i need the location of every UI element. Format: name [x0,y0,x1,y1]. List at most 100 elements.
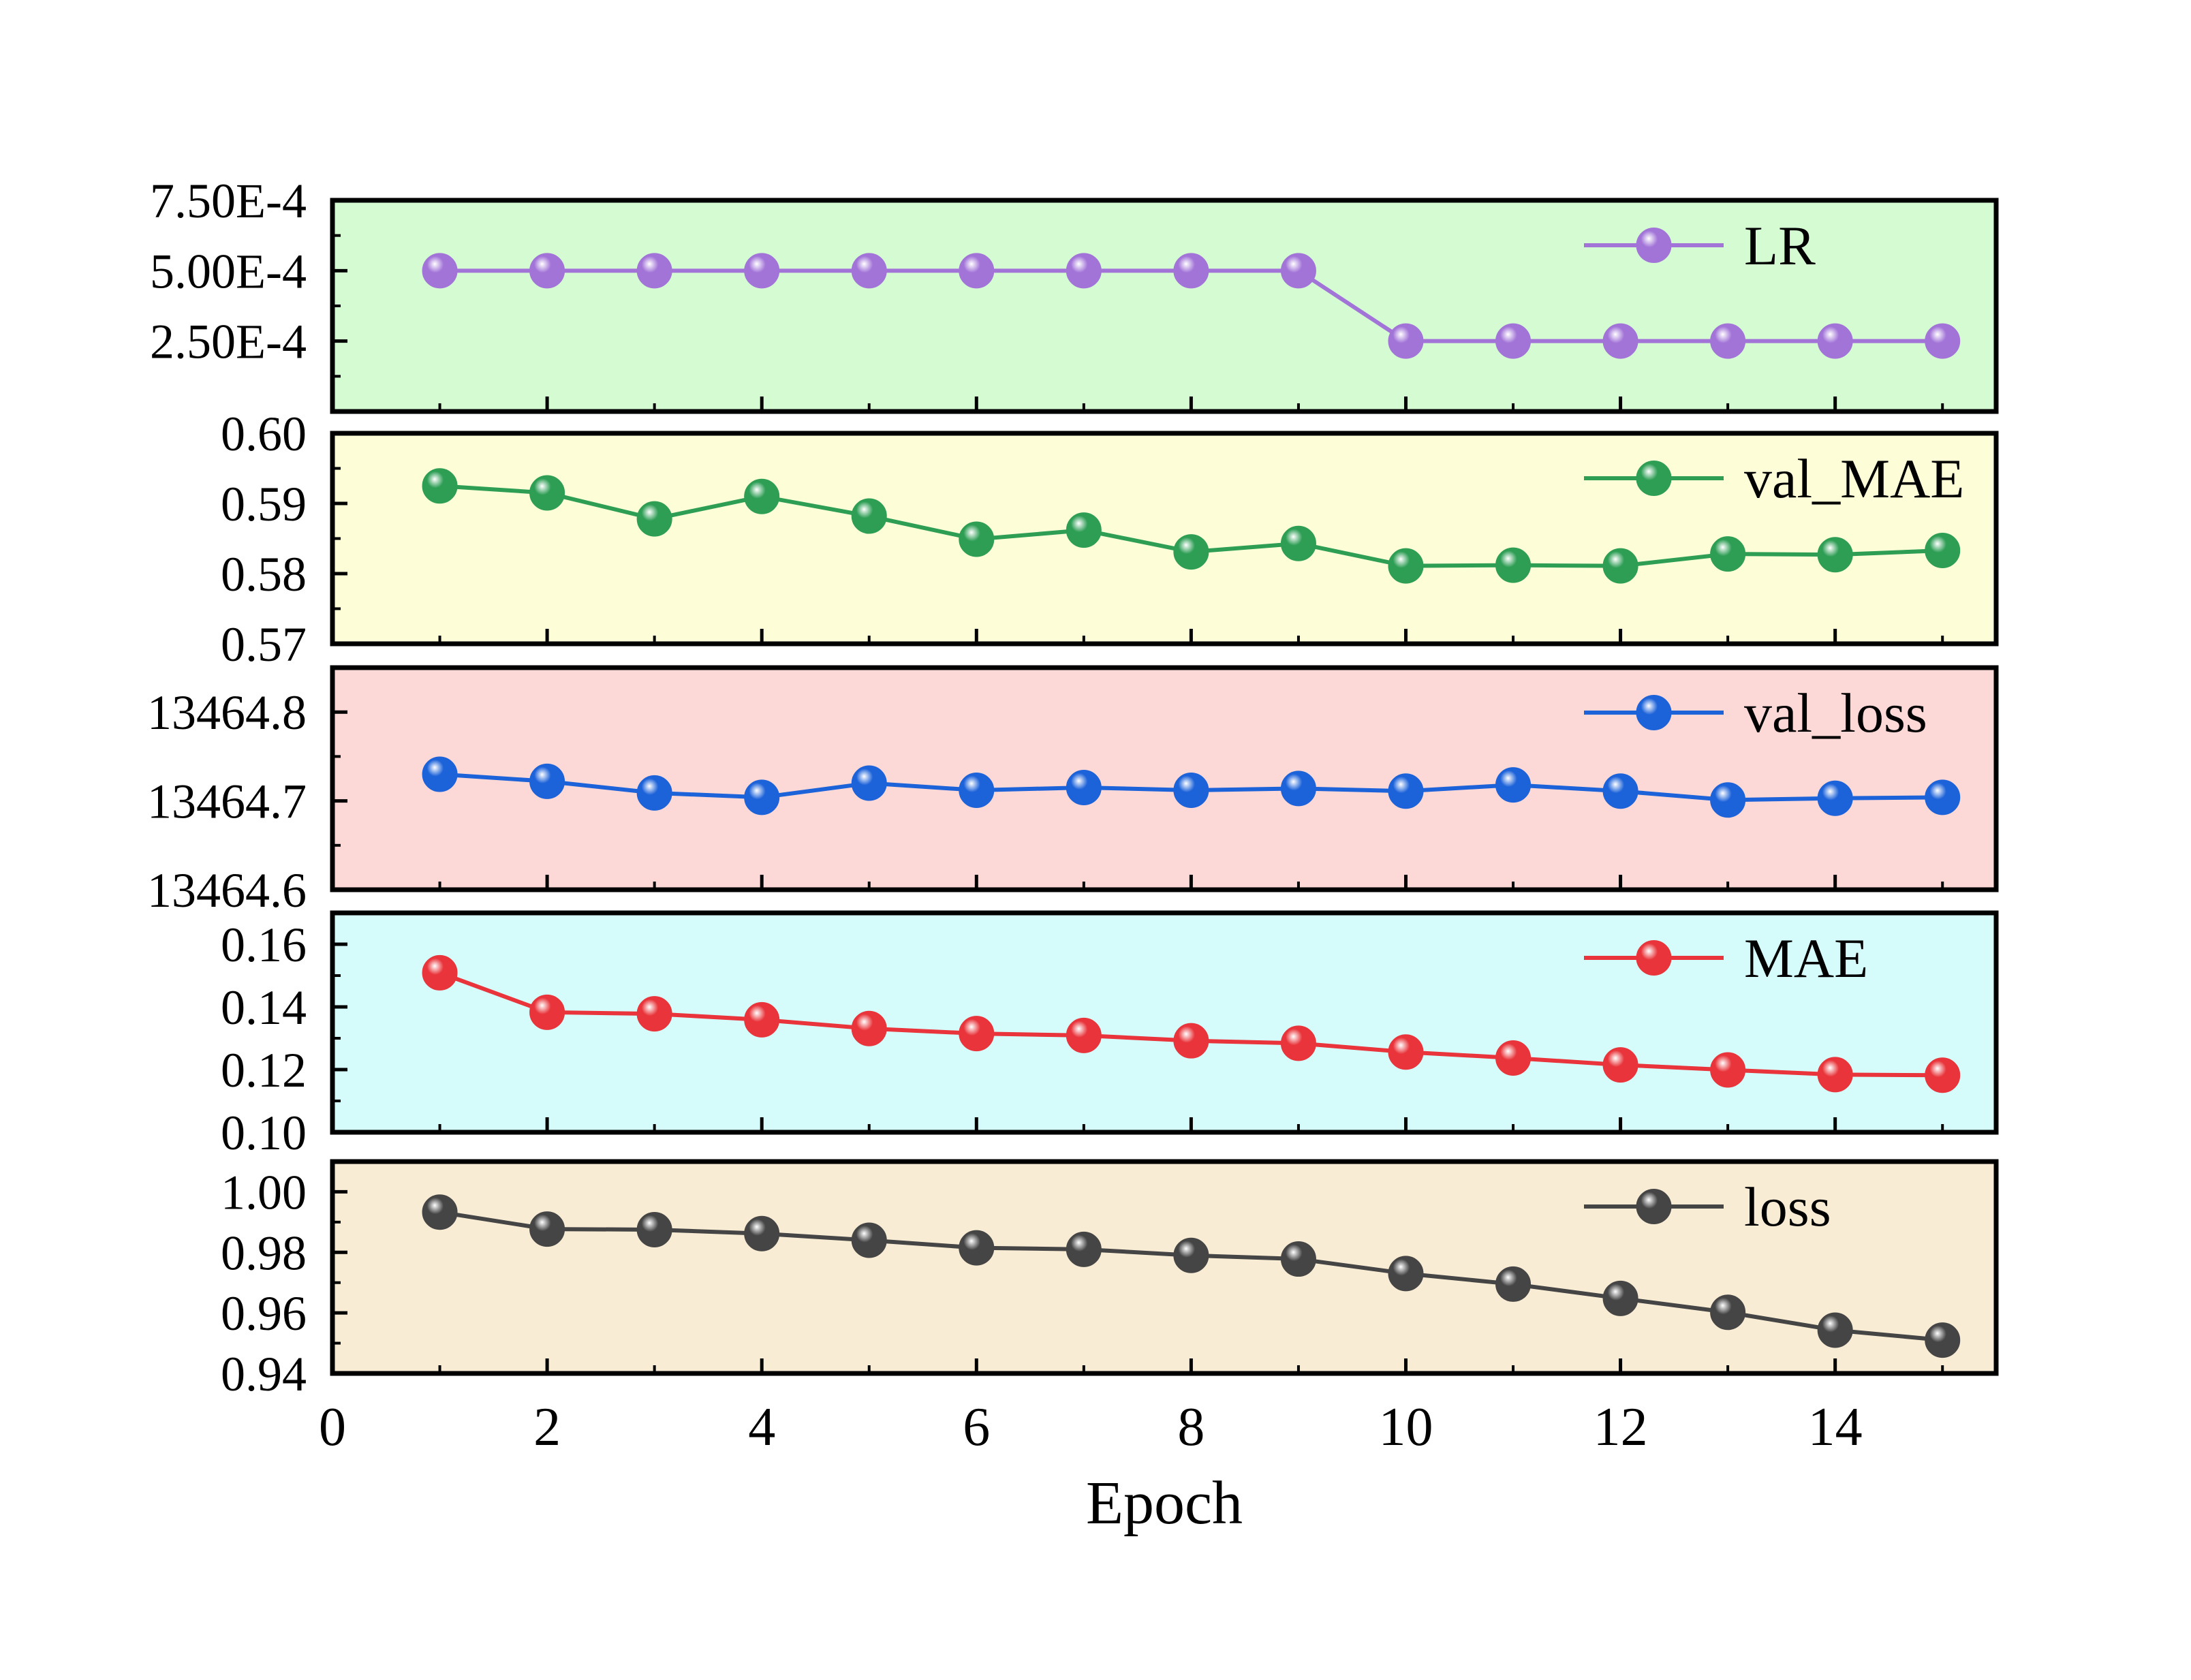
data-point-lr [422,253,458,289]
data-point-loss [744,1215,780,1251]
data-point-val-mae [851,498,887,534]
y-tick-label-loss: 0.94 [221,1347,307,1401]
y-tick-label-mae: 0.14 [221,980,307,1035]
panel-background-loss [332,1162,1996,1373]
y-tick-label-lr: 2.50E-4 [150,315,307,369]
data-point-loss [422,1194,458,1230]
x-tick-label: 6 [963,1397,990,1457]
data-point-val-mae [1388,548,1424,584]
y-tick-label-val-mae: 0.58 [221,547,307,602]
data-point-lr [1495,323,1532,359]
panel-frame-val-loss [330,665,1999,892]
data-point-val-loss [1066,770,1102,806]
data-point-loss [1280,1241,1316,1277]
legend-marker-mae [1636,940,1672,976]
data-point-val-mae [1495,547,1532,583]
legend-marker-loss [1636,1189,1672,1224]
data-point-val-loss [1388,773,1424,809]
panel-frame-lr [330,198,1999,414]
legend-label-val-loss: val_loss [1744,682,1927,744]
data-point-mae [1495,1040,1532,1076]
data-point-loss [1710,1294,1746,1331]
data-point-val-loss [959,772,995,808]
data-point-loss [1602,1280,1638,1316]
data-point-mae [1602,1047,1638,1083]
data-point-lr [1817,323,1853,359]
panel-loss: 0.94 0.96 0.98 1.00 loss [221,1159,1999,1401]
data-point-loss [1388,1256,1424,1292]
data-point-val-mae [959,521,995,557]
data-point-loss [1495,1266,1532,1302]
y-tick-label-mae: 0.10 [221,1106,307,1160]
data-point-mae [1280,1025,1316,1061]
legend-marker-val-mae [1636,461,1672,496]
y-tick-label-val-mae: 0.57 [221,617,307,672]
data-point-val-loss [744,779,780,815]
data-point-val-loss [1495,767,1532,803]
data-point-val-loss [1173,772,1209,808]
data-point-lr [636,253,672,289]
data-point-mae [959,1016,995,1052]
data-point-mae [1388,1034,1424,1070]
data-point-loss [1173,1237,1209,1273]
data-point-lr [1280,253,1316,289]
legend-label-loss: loss [1744,1176,1831,1238]
y-tick-label-lr: 5.00E-4 [150,244,307,298]
data-point-val-loss [529,763,565,799]
x-tick-label: 4 [748,1397,775,1457]
data-point-loss [1925,1322,1961,1358]
data-point-lr [959,253,995,289]
data-point-mae [1817,1057,1853,1093]
panel-frame-mae [330,910,1999,1135]
data-point-val-mae [744,478,780,514]
data-point-val-mae [1280,525,1316,561]
data-point-lr [1710,323,1746,359]
y-tick-label-val-loss: 13464.7 [147,775,307,829]
data-point-val-mae [1710,536,1746,572]
y-tick-label-lr: 7.50E-4 [150,174,307,228]
data-point-val-loss [1280,771,1316,807]
y-tick-label-mae: 0.12 [221,1043,307,1098]
data-point-loss [851,1222,887,1258]
data-point-val-mae [1925,533,1961,569]
data-point-val-loss [851,765,887,801]
data-point-lr [1173,253,1209,289]
data-point-lr [744,253,780,289]
y-tick-label-loss: 0.96 [221,1286,307,1341]
y-tick-label-val-loss: 13464.6 [147,863,307,918]
data-point-val-mae [636,501,672,537]
legend-marker-val-loss [1636,695,1672,730]
y-tick-label-val-loss: 13464.8 [147,685,307,740]
x-tick-label: 8 [1177,1397,1205,1457]
data-point-lr [529,253,565,289]
data-point-val-loss [636,775,672,811]
data-point-lr [1925,323,1961,359]
legend-label-lr: LR [1744,215,1816,277]
panel-val-mae: 0.57 0.58 0.59 0.60 val_MAE [221,407,1999,672]
x-tick-label: 0 [319,1397,346,1457]
data-point-val-loss [1602,773,1638,809]
data-point-val-mae [422,468,458,504]
data-point-val-mae [1602,548,1638,584]
data-point-mae [1066,1017,1102,1053]
panel-lr: 2.50E-4 5.00E-4 7.50E-4 LR [150,174,1999,414]
data-point-val-loss [1817,780,1853,816]
data-point-mae [851,1010,887,1046]
data-point-val-loss [1710,782,1746,818]
panel-background-val-loss [332,668,1996,890]
data-point-loss [529,1211,565,1247]
x-tick-label: 2 [533,1397,561,1457]
x-axis-title: Epoch [1086,1469,1243,1537]
data-point-mae [529,994,565,1030]
data-point-mae [744,1001,780,1038]
panel-frame-loss [330,1159,1999,1376]
data-point-mae [1925,1057,1961,1093]
legend-label-val-mae: val_MAE [1744,448,1964,510]
data-point-lr [1388,323,1424,359]
data-point-mae [636,996,672,1032]
x-tick-label: 10 [1378,1397,1433,1457]
x-tick-label: 14 [1808,1397,1863,1457]
data-point-val-mae [529,475,565,511]
